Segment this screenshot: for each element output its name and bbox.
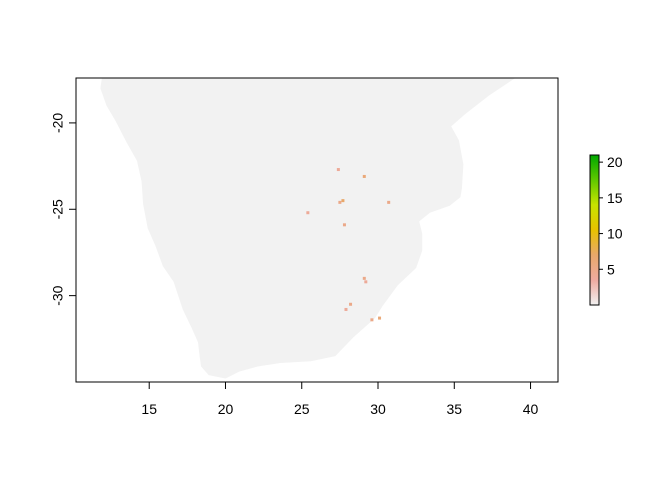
legend-bar <box>589 154 600 306</box>
raster-cell <box>338 200 342 204</box>
raster-cell <box>364 280 368 284</box>
raster-cell <box>362 276 366 280</box>
x-tick-label: 40 <box>523 401 539 417</box>
raster-cell <box>341 199 345 203</box>
raster-cell <box>362 174 366 178</box>
landmass <box>100 78 516 379</box>
raster-cell <box>370 318 374 322</box>
y-tick-label: -30 <box>50 285 66 305</box>
raster-cell <box>378 316 382 320</box>
x-axis: 15 20 25 30 35 40 <box>141 381 539 417</box>
x-tick-label: 35 <box>446 401 462 417</box>
y-tick-label: -25 <box>50 199 66 219</box>
legend-tick-label: 15 <box>607 190 623 206</box>
legend-tick-label: 10 <box>607 226 623 242</box>
x-tick-label: 15 <box>141 401 157 417</box>
raster-cells <box>306 168 391 322</box>
y-axis: -20 -25 -30 <box>50 113 77 306</box>
raster-cell <box>336 168 340 172</box>
color-legend: 5 10 15 20 <box>589 154 623 306</box>
y-tick-label: -20 <box>50 113 66 133</box>
raster-cell <box>342 223 346 227</box>
legend-tick-label: 5 <box>607 261 615 277</box>
x-tick-label: 25 <box>294 401 310 417</box>
raster-cell <box>387 200 391 204</box>
legend-tick-label: 20 <box>607 154 623 170</box>
raster-cell <box>306 211 310 215</box>
x-tick-label: 20 <box>218 401 234 417</box>
raster-cell <box>349 302 353 306</box>
x-tick-label: 30 <box>370 401 386 417</box>
map-layer <box>100 78 516 379</box>
raster-cell <box>344 307 348 311</box>
